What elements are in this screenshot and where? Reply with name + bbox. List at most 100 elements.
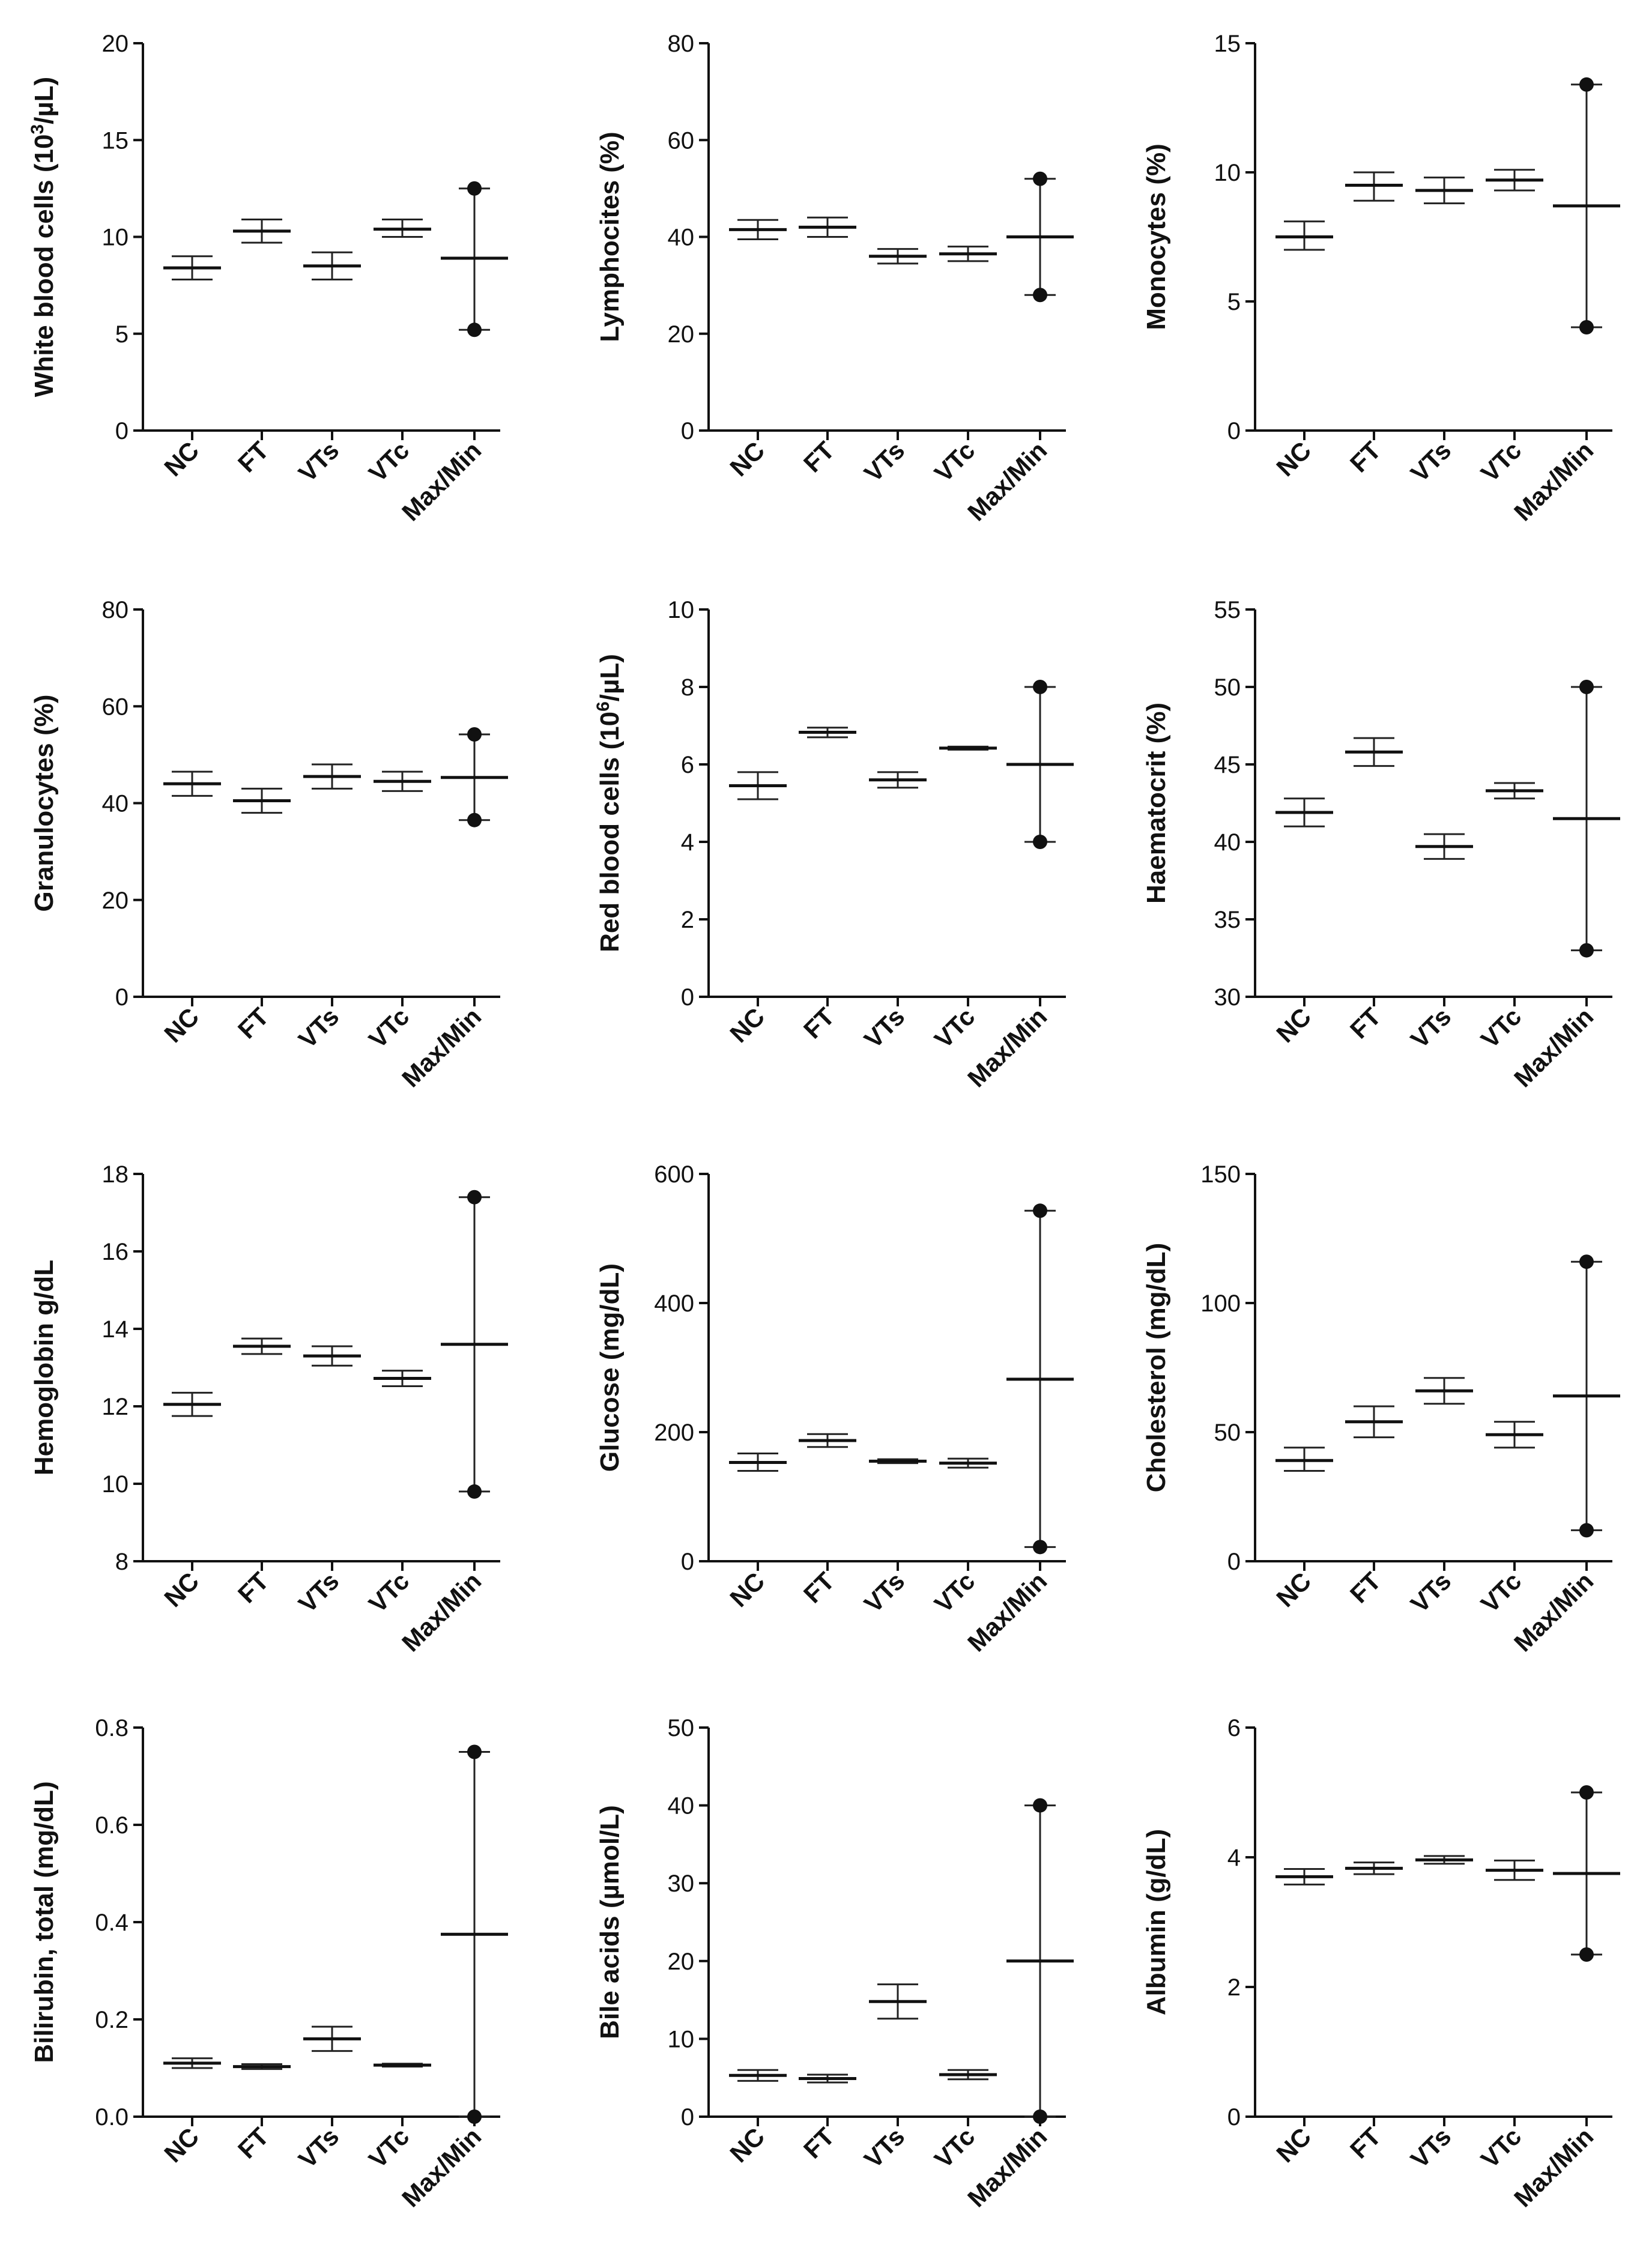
y-tick-label: 20 [668,1949,695,1975]
y-tick-label: 10 [102,1471,129,1498]
y-axis-title: Albumin (g/dL) [1142,1829,1171,2015]
x-category-label: NC [159,1002,204,1048]
errorbar-ft [1345,171,1403,202]
errorbar-vts [303,1345,361,1367]
y-axis-title: Bilirubin, total (mg/dL) [29,1781,59,2063]
errorbar-vtc [939,1457,997,1469]
errorbar-ft [799,1433,856,1448]
errorbar-nc [1275,220,1333,251]
errorbar-nc [163,770,221,797]
y-axis-title: Granulocytes (%) [29,695,59,912]
x-category-label: Max/Min [396,436,486,526]
errorbar-nc [729,219,787,241]
max-point [1579,1254,1594,1269]
maxmin-range [441,1190,508,1499]
chart-panel-5: 0 2 4 6 8 10 Red blood cells (106/µL) NC FT VTs VT… [593,597,1074,1093]
y-tick-label: 8 [115,1549,129,1575]
max-point [1579,680,1594,694]
y-tick-label: 600 [654,1161,694,1188]
max-point [467,727,482,742]
min-point [1579,1523,1594,1538]
x-category-label: Max/Min [396,1567,486,1657]
y-tick-label: 10 [668,2026,695,2052]
y-tick-label: 30 [1214,984,1241,1011]
x-category-label: NC [1271,1002,1316,1048]
y-tick-label: 16 [102,1239,129,1265]
errorbar-ft [1345,737,1403,767]
maxmin-range [1553,1785,1620,1962]
errorbar-ft [233,787,291,814]
x-category-label: VTs [293,2122,345,2174]
y-tick-label: 45 [1214,752,1241,778]
x-category-label: Max/Min [1508,1567,1599,1657]
y-tick-label: 20 [102,888,129,914]
x-category-label: VTc [363,436,415,488]
x-category-label: FT [1345,1002,1387,1044]
x-category-label: NC [159,436,204,482]
y-tick-label: 4 [681,829,694,856]
y-tick-label: 150 [1200,1161,1241,1188]
x-category-label: FT [798,436,840,478]
maxmin-range [1006,171,1074,303]
min-point [1579,320,1594,334]
y-tick-label: 0 [681,418,694,444]
max-point [467,181,482,196]
y-tick-label: 80 [102,597,129,623]
errorbar-nc [1275,1447,1333,1472]
errorbar-vts [869,1983,927,2020]
min-point [467,2109,482,2124]
x-category-label: VTc [363,1567,415,1618]
y-tick-label: 0 [1227,1549,1241,1575]
y-tick-label: 12 [102,1394,129,1420]
y-tick-label: 0 [681,984,694,1011]
y-axis-title: Hemoglobin g/dL [29,1260,59,1475]
errorbar-vtc [1486,1859,1543,1881]
y-tick-label: 0.4 [95,1910,129,1936]
x-category-label: VTs [859,2122,910,2174]
maxmin-range [1006,1203,1074,1555]
errorbar-vts [869,1458,927,1465]
min-point [1033,1540,1047,1555]
min-point [1033,288,1047,303]
chart-panel-7: 8 10 12 14 16 18 Hemoglobin g/dL NC FT VTs VTcMax/… [29,1161,508,1657]
errorbar-vtc [374,2063,431,2068]
x-category-label: NC [159,1567,204,1612]
min-point [467,1484,482,1499]
maxmin-range [441,727,508,827]
x-category-label: VTc [929,1002,981,1054]
x-category-label: VTs [293,1002,345,1054]
x-category-label: VTs [859,1567,910,1618]
chart-panel-8: 0 200 400 600 Glucose (mg/dL) NC FT VTs VTcMax/M… [595,1161,1074,1657]
x-category-label: NC [1271,1567,1316,1612]
errorbar-vtc [1486,782,1543,800]
y-tick-label: 0.2 [95,2007,129,2033]
y-tick-label: 400 [654,1290,694,1317]
maxmin-range [1553,77,1620,334]
y-axis-title: Cholesterol (mg/dL) [1142,1243,1171,1493]
max-point [467,1190,482,1205]
y-tick-label: 100 [1200,1290,1241,1317]
y-tick-label: 0.6 [95,1812,129,1839]
errorbar-vts [869,248,927,265]
errorbar-ft [1345,1405,1403,1439]
x-category-label: FT [232,1567,274,1609]
min-point [467,812,482,827]
x-category-label: VTc [363,1002,415,1054]
errorbar-nc [163,1391,221,1417]
x-category-label: FT [232,1002,274,1044]
y-tick-label: 5 [115,321,129,348]
x-category-label: VTc [929,436,981,488]
y-tick-label: 40 [102,791,129,817]
maxmin-range [1006,1798,1074,2124]
y-tick-label: 0 [115,418,129,444]
x-category-label: NC [724,2122,770,2168]
y-tick-label: 0 [1227,418,1241,444]
errorbar-ft [233,2063,291,2070]
errorbar-ft [799,2073,856,2084]
y-axis-title: Lymphocites (%) [595,132,625,342]
errorbar-nc [1275,1867,1333,1885]
errorbar-nc [729,2069,787,2082]
min-point [1579,943,1594,958]
y-axis-title: Monocytes (%) [1142,144,1171,330]
errorbar-vts [303,763,361,790]
